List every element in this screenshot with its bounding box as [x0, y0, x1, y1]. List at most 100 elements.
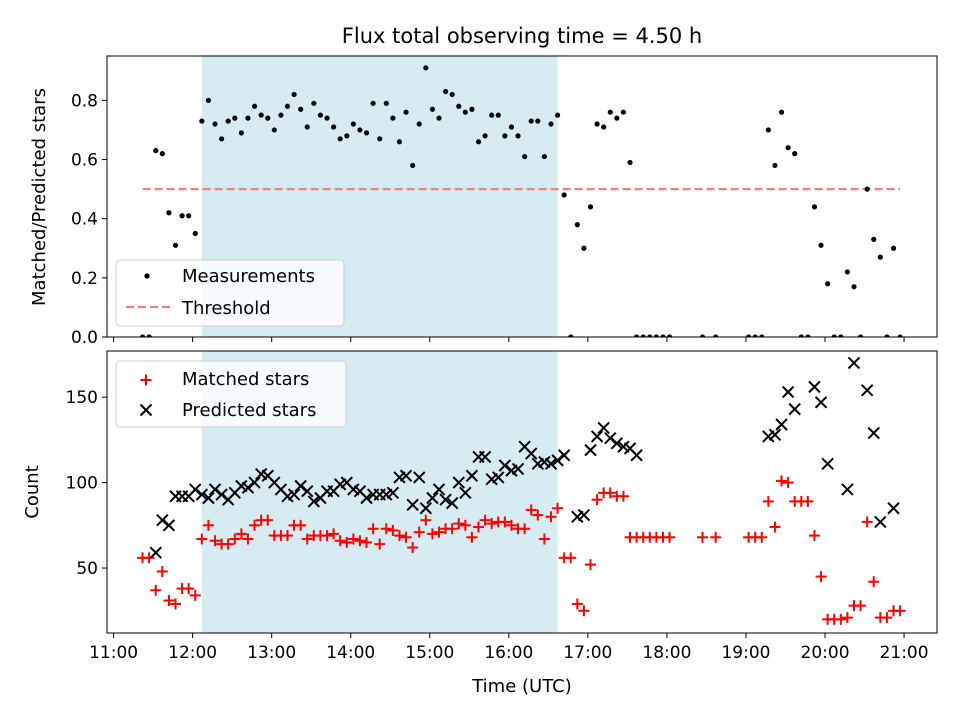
- top-x-ticks: [113, 337, 905, 342]
- measurement-point: [825, 281, 831, 287]
- matched-point: [354, 535, 366, 547]
- matched-point: [209, 535, 221, 547]
- measurement-point: [666, 334, 673, 337]
- predicted-point: [301, 484, 314, 498]
- matched-point: [604, 487, 616, 499]
- measurement-point: [713, 334, 719, 337]
- predicted-point: [399, 469, 413, 482]
- matched-point: [163, 595, 175, 607]
- y-tick-label: 0.2: [71, 269, 98, 289]
- y-tick-label: 150: [66, 388, 98, 408]
- measurement-point: [311, 100, 317, 106]
- predicted-point: [768, 428, 782, 441]
- matched-point: [861, 516, 873, 528]
- measurement-point: [634, 334, 640, 337]
- matched-point: [571, 598, 583, 610]
- measurement-point: [442, 88, 449, 95]
- matched-point: [361, 536, 373, 548]
- predicted-point: [551, 454, 564, 467]
- measurement-point: [495, 112, 501, 118]
- predicted-point: [241, 481, 255, 494]
- predicted-point: [498, 459, 512, 472]
- matched-point: [578, 605, 590, 617]
- matched-point: [545, 511, 557, 523]
- measurement-point: [410, 162, 416, 169]
- matched-point: [334, 535, 346, 547]
- matched-point: [387, 524, 399, 536]
- measurement-point: [522, 153, 528, 160]
- predicted-point: [590, 430, 604, 443]
- x-tick-label: 18:00: [642, 643, 691, 663]
- measurement-point: [752, 334, 758, 337]
- measurement-point: [258, 112, 264, 118]
- top-legend: Measurements Threshold: [115, 259, 345, 327]
- top-panel: 0.00.20.40.60.8 Matched/Predicted stars …: [29, 55, 938, 348]
- predicted-point: [808, 380, 821, 394]
- measurement-point: [746, 334, 752, 337]
- measurement-point: [462, 109, 468, 115]
- measurement-point: [528, 118, 534, 124]
- bottom-y-axis-label: Count: [22, 465, 43, 518]
- measurement-point: [429, 106, 436, 112]
- predicted-point: [630, 449, 643, 462]
- measurement-point: [535, 118, 541, 124]
- measurement-point: [344, 133, 350, 139]
- matched-point: [835, 613, 847, 625]
- measurement-point: [172, 242, 179, 248]
- matched-point: [150, 584, 162, 596]
- measurement-point: [357, 127, 363, 133]
- matched-point: [868, 576, 880, 588]
- measurement-point: [377, 136, 383, 142]
- matched-point: [505, 519, 517, 531]
- measurement-point: [653, 334, 659, 337]
- predicted-point: [413, 471, 426, 484]
- measurement-point: [449, 91, 455, 98]
- measurement-point: [594, 121, 600, 127]
- measurement-point: [851, 284, 857, 290]
- measurement-point: [265, 115, 271, 121]
- measurement-point: [607, 109, 613, 115]
- predicted-point: [821, 457, 834, 471]
- measurement-point: [186, 213, 192, 219]
- predicted-point: [465, 469, 479, 482]
- predicted-point: [419, 502, 433, 515]
- measurement-point: [647, 334, 653, 337]
- matched-point: [696, 531, 708, 543]
- legend-predicted-label: Predicted stars: [182, 400, 316, 421]
- y-tick-label: 0.6: [71, 151, 98, 171]
- measurement-point: [245, 115, 251, 121]
- measurement-point: [805, 334, 811, 337]
- matched-point: [617, 490, 629, 502]
- matched-point: [407, 542, 419, 554]
- predicted-point: [544, 457, 558, 471]
- matched-point: [374, 538, 386, 550]
- x-tick-label: 11:00: [89, 643, 138, 663]
- measurement-point: [502, 133, 508, 139]
- measurement-point: [396, 139, 403, 145]
- bottom-x-ticks: 11:00 12:00 13:00 14:00 15:00 16:00 17:00 18:00…: [89, 633, 929, 663]
- bottom-y-ticks: 50 100 150: [66, 388, 107, 579]
- matched-point: [235, 528, 247, 540]
- predicted-point: [360, 491, 373, 505]
- matched-point: [156, 565, 168, 577]
- measurement-point: [219, 136, 225, 142]
- measurement-point: [601, 124, 607, 130]
- matched-point: [519, 523, 531, 535]
- measurement-point: [298, 106, 304, 112]
- legend-matched-marker: [140, 374, 152, 386]
- bottom-axes-frame: [106, 350, 938, 634]
- bottom-legend: Matched stars Predicted stars: [115, 360, 347, 428]
- measurement-point: [324, 115, 330, 121]
- measurement-point: [317, 112, 324, 118]
- predicted-point: [775, 418, 788, 431]
- measurement-point: [811, 204, 818, 210]
- matched-point: [479, 514, 491, 526]
- legend-predicted-marker: [139, 403, 153, 417]
- matched-point: [196, 533, 208, 545]
- predicted-point: [307, 495, 321, 508]
- measurement-point: [370, 100, 376, 106]
- matched-point: [881, 612, 893, 624]
- predicted-point: [445, 496, 459, 510]
- top-y-axis-label: Matched/Predicted stars: [29, 88, 50, 306]
